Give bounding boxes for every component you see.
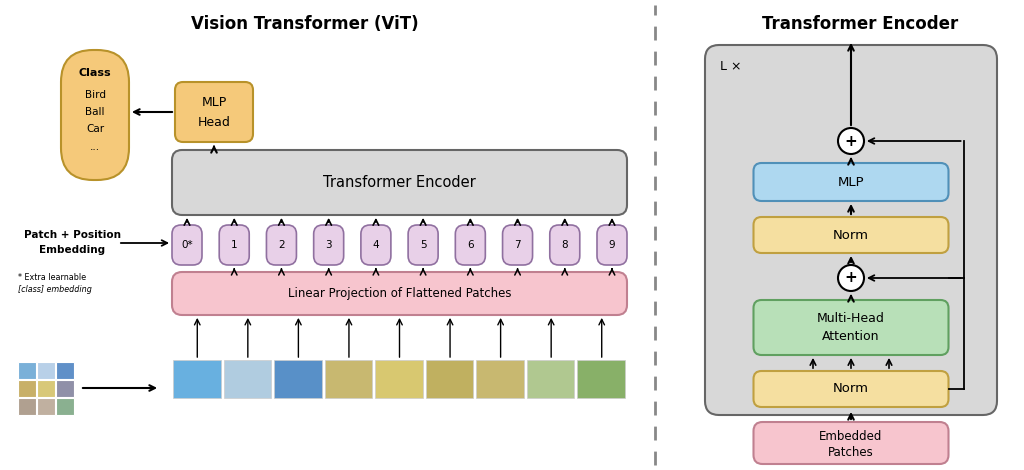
Bar	[578, 360, 625, 398]
Text: +: +	[845, 133, 857, 149]
Text: 8: 8	[561, 240, 568, 250]
Text: 0*: 0*	[181, 240, 193, 250]
Text: Attention: Attention	[822, 330, 880, 343]
Text: Ball: Ball	[85, 107, 104, 117]
FancyBboxPatch shape	[266, 225, 296, 265]
Text: L ×: L ×	[720, 60, 741, 73]
Text: Multi-Head: Multi-Head	[817, 312, 885, 325]
Bar	[37, 362, 55, 379]
Text: * Extra learnable: * Extra learnable	[18, 274, 86, 282]
FancyBboxPatch shape	[754, 300, 948, 355]
Text: Head: Head	[198, 116, 230, 128]
Bar	[325, 360, 372, 398]
Bar	[18, 380, 36, 397]
Bar	[527, 360, 574, 398]
Bar	[274, 360, 322, 398]
Text: MLP: MLP	[202, 95, 226, 109]
Text: 6: 6	[467, 240, 474, 250]
Text: 9: 9	[608, 240, 615, 250]
FancyBboxPatch shape	[172, 272, 627, 315]
Text: Linear Projection of Flattened Patches: Linear Projection of Flattened Patches	[288, 287, 511, 300]
Text: Car: Car	[86, 124, 104, 134]
FancyBboxPatch shape	[360, 225, 391, 265]
FancyBboxPatch shape	[219, 225, 249, 265]
Circle shape	[838, 265, 864, 291]
Text: 2: 2	[279, 240, 285, 250]
FancyBboxPatch shape	[705, 45, 997, 415]
FancyBboxPatch shape	[754, 422, 948, 464]
Text: Norm: Norm	[833, 228, 869, 242]
Text: [class] embedding: [class] embedding	[18, 285, 92, 295]
FancyBboxPatch shape	[313, 225, 344, 265]
Bar	[476, 360, 524, 398]
Bar	[56, 398, 74, 415]
Text: Class: Class	[79, 68, 112, 78]
Circle shape	[838, 128, 864, 154]
FancyBboxPatch shape	[754, 163, 948, 201]
Bar	[37, 398, 55, 415]
Bar	[173, 360, 220, 398]
Text: Norm: Norm	[833, 383, 869, 395]
Bar	[18, 362, 36, 379]
Bar	[375, 360, 423, 398]
Text: Embedding: Embedding	[39, 245, 105, 255]
FancyBboxPatch shape	[754, 217, 948, 253]
Text: ...: ...	[90, 142, 100, 152]
Bar	[56, 362, 74, 379]
Text: 4: 4	[373, 240, 379, 250]
Text: 5: 5	[420, 240, 426, 250]
FancyBboxPatch shape	[503, 225, 532, 265]
FancyBboxPatch shape	[172, 225, 202, 265]
Text: Embedded: Embedded	[819, 431, 883, 444]
Bar	[223, 360, 271, 398]
Text: Transformer Encoder: Transformer Encoder	[762, 15, 958, 33]
Bar	[18, 398, 36, 415]
Bar	[426, 360, 473, 398]
Text: Patches: Patches	[828, 446, 873, 460]
FancyBboxPatch shape	[175, 82, 253, 142]
FancyBboxPatch shape	[754, 371, 948, 407]
FancyBboxPatch shape	[456, 225, 485, 265]
Text: Patch + Position: Patch + Position	[24, 230, 121, 240]
Text: 7: 7	[514, 240, 521, 250]
Text: Transformer Encoder: Transformer Encoder	[324, 175, 476, 190]
Bar	[56, 380, 74, 397]
FancyBboxPatch shape	[61, 50, 129, 180]
Text: MLP: MLP	[838, 175, 864, 188]
Text: 1: 1	[230, 240, 238, 250]
FancyBboxPatch shape	[597, 225, 627, 265]
Bar	[37, 380, 55, 397]
FancyBboxPatch shape	[172, 150, 627, 215]
Text: Bird: Bird	[85, 90, 105, 100]
FancyBboxPatch shape	[409, 225, 438, 265]
FancyBboxPatch shape	[550, 225, 580, 265]
Text: 3: 3	[326, 240, 332, 250]
Text: +: +	[845, 271, 857, 285]
Text: Vision Transformer (ViT): Vision Transformer (ViT)	[191, 15, 419, 33]
